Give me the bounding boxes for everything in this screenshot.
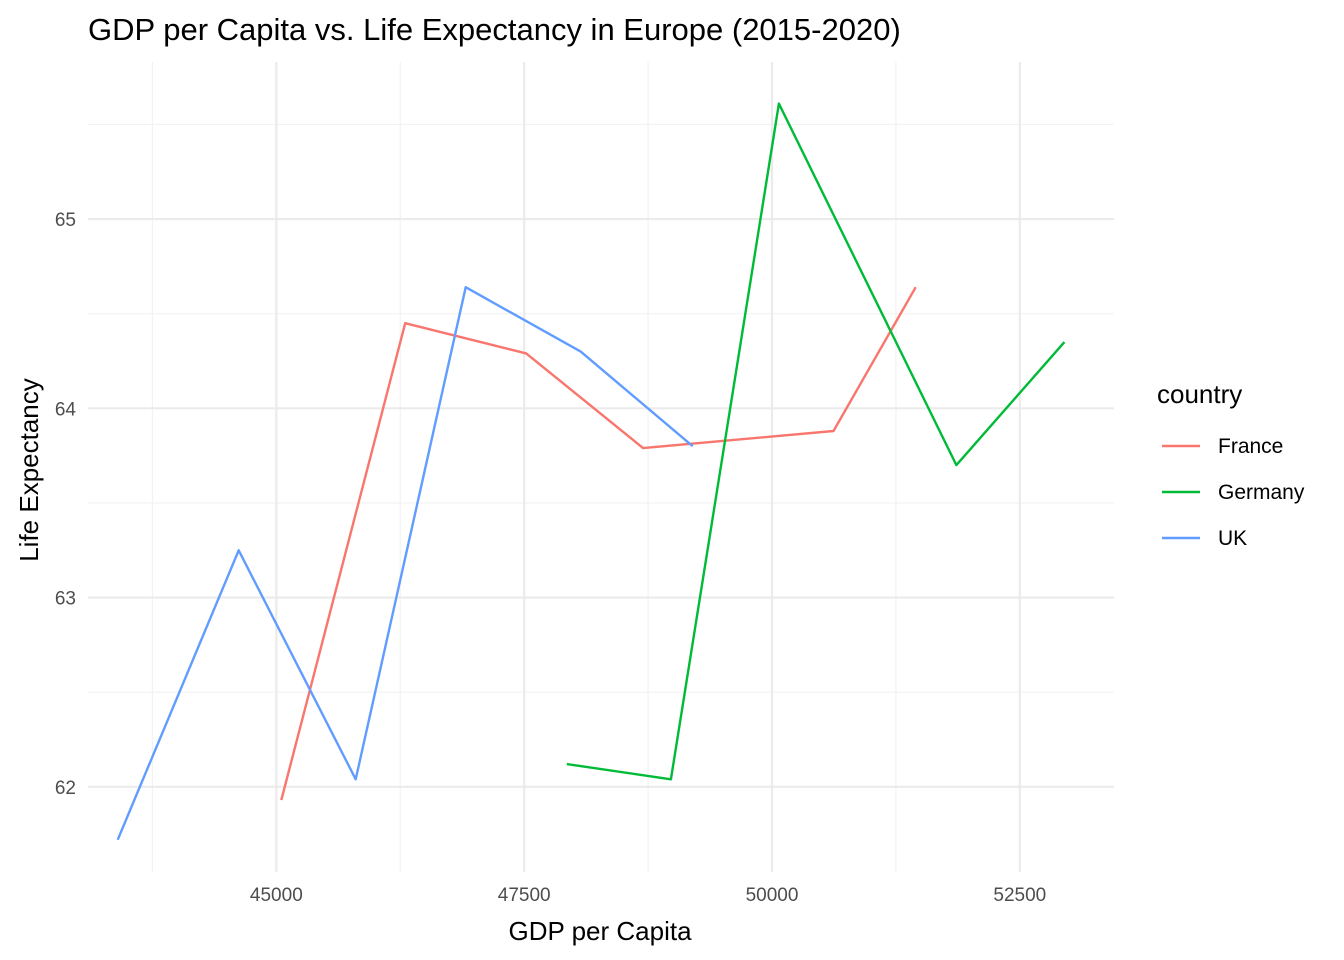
y-tick-label: 65 [55, 210, 76, 231]
minor-gridlines [88, 62, 1114, 872]
legend-label: France [1218, 435, 1283, 458]
legend-title: country [1157, 379, 1242, 409]
y-tick-label: 62 [55, 778, 76, 799]
x-tick-label: 52500 [993, 885, 1046, 906]
legend-item-france: France [1162, 435, 1283, 458]
x-tick-label: 45000 [250, 885, 303, 906]
x-tick-label: 47500 [498, 885, 551, 906]
legend-item-germany: Germany [1162, 481, 1305, 504]
legend-label: Germany [1218, 481, 1305, 504]
y-axis-title: Life Expectancy [14, 378, 44, 562]
legend-item-uk: UK [1162, 527, 1247, 550]
x-axis-tick-labels: 45000 47500 50000 52500 [250, 885, 1046, 906]
y-tick-label: 63 [55, 589, 76, 610]
x-axis-title: GDP per Capita [508, 916, 692, 946]
major-gridlines [88, 62, 1114, 872]
series-line-uk [116, 286, 694, 841]
series-line-france [280, 286, 917, 801]
series-line-germany [566, 102, 1066, 781]
series-lines [116, 102, 1066, 841]
legend: country France Germany UK [1157, 379, 1305, 550]
x-tick-label: 50000 [746, 885, 799, 906]
y-axis-tick-labels: 62 63 64 65 [55, 210, 77, 799]
legend-label: UK [1218, 527, 1247, 550]
y-tick-label: 64 [55, 399, 77, 420]
chart-title: GDP per Capita vs. Life Expectancy in Eu… [88, 12, 901, 47]
legend-items: France Germany UK [1162, 435, 1305, 550]
